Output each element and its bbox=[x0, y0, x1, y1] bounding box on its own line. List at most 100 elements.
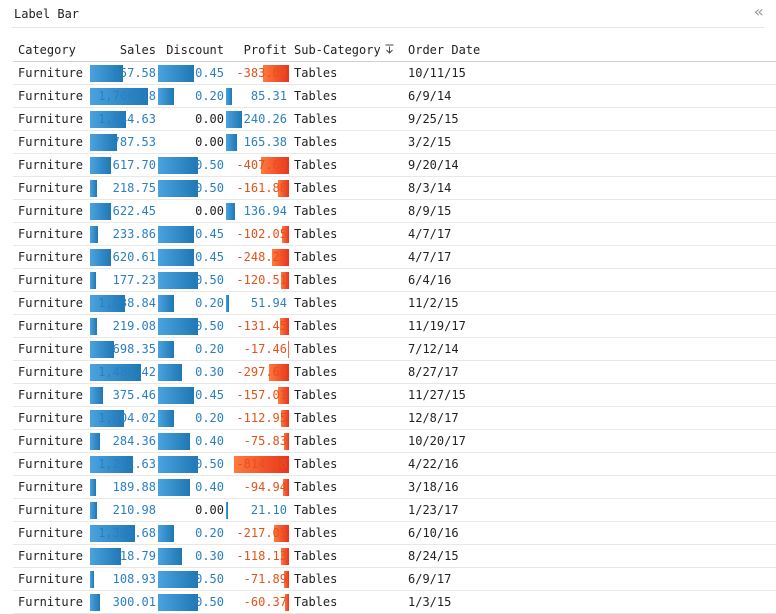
positive-value-bar bbox=[90, 502, 98, 519]
cell-value: -75.83 bbox=[243, 434, 287, 448]
profit-cell: -118.13 bbox=[226, 544, 289, 568]
discount-cell: 0.45 bbox=[158, 222, 226, 246]
sales-cell: 617.70 bbox=[90, 153, 158, 177]
positive-value-bar bbox=[158, 249, 194, 266]
cell-value: 1,044.63 bbox=[98, 112, 156, 126]
order-date-cell: 6/10/16 bbox=[403, 521, 776, 545]
sales-cell: 787.53 bbox=[90, 130, 158, 154]
order-date-cell: 1/23/17 bbox=[403, 498, 776, 522]
positive-value-bar bbox=[226, 502, 228, 519]
table-row[interactable]: Furniture 108.93 0.50 -71.89 Tables 6/9/17 bbox=[13, 567, 776, 591]
positive-value-bar bbox=[158, 525, 174, 542]
column-header-profit[interactable]: Profit bbox=[226, 39, 289, 62]
table-row[interactable]: Furniture 219.08 0.50 -131.45 Tables 11/19/17 bbox=[13, 314, 776, 338]
negative-value-bar bbox=[234, 456, 289, 473]
sort-descending-icon[interactable] bbox=[385, 44, 394, 57]
table-row[interactable]: Furniture 284.36 0.40 -75.83 Tables 10/20/17 bbox=[13, 429, 776, 453]
profit-cell: -407.68 bbox=[226, 153, 289, 177]
positive-value-bar bbox=[90, 387, 103, 404]
sales-cell: 1,004.02 bbox=[90, 406, 158, 430]
sub-category-cell: Tables bbox=[289, 360, 403, 384]
table-row[interactable]: Furniture 375.46 0.45 -157.01 Tables 11/27/15 bbox=[13, 383, 776, 407]
cell-value: -131.45 bbox=[236, 319, 287, 333]
order-date-cell: 8/24/15 bbox=[403, 544, 776, 568]
column-header-sales[interactable]: Sales bbox=[90, 39, 158, 62]
cell-value: 698.35 bbox=[112, 342, 156, 356]
table-row[interactable]: Furniture 177.23 0.50 -120.51 Tables 6/4/16 bbox=[13, 268, 776, 292]
data-table-container[interactable]: Category Sales Discount Profit Sub-Categ… bbox=[13, 39, 776, 614]
positive-value-bar bbox=[158, 341, 174, 358]
cell-value: -161.88 bbox=[236, 181, 287, 195]
positive-value-bar bbox=[90, 295, 126, 312]
positive-value-bar bbox=[90, 410, 125, 427]
positive-value-bar bbox=[158, 410, 174, 427]
table-row[interactable]: Furniture 698.35 0.20 -17.46 Tables 7/12/14 bbox=[13, 337, 776, 361]
table-row[interactable]: Furniture 617.70 0.50 -407.68 Tables 9/20/14 bbox=[13, 153, 776, 177]
cell-value: 136.94 bbox=[243, 204, 287, 218]
column-header-discount[interactable]: Discount bbox=[158, 39, 226, 62]
category-cell: Furniture bbox=[13, 153, 90, 177]
cell-value: 617.70 bbox=[112, 158, 156, 172]
negative-value-bar bbox=[282, 226, 289, 243]
sub-category-cell: Tables bbox=[289, 337, 403, 361]
cell-value: 918.79 bbox=[112, 549, 156, 563]
cell-value: 0.45 bbox=[195, 250, 224, 264]
sales-cell: 375.46 bbox=[90, 383, 158, 407]
column-header-category[interactable]: Category bbox=[13, 39, 90, 62]
table-row[interactable]: Furniture 1,004.02 0.20 -112.95 Tables 12/8/1… bbox=[13, 406, 776, 430]
table-row[interactable]: Furniture 1,706.18 0.20 85.31 Tables 6/9/14 bbox=[13, 84, 776, 108]
table-row[interactable]: Furniture 787.53 0.00 165.38 Tables 3/2/15 bbox=[13, 130, 776, 154]
category-cell: Furniture bbox=[13, 291, 90, 315]
category-cell: Furniture bbox=[13, 268, 90, 292]
collapse-panel-icon[interactable]: « bbox=[754, 2, 764, 21]
category-cell: Furniture bbox=[13, 406, 90, 430]
positive-value-bar bbox=[226, 203, 236, 220]
sub-category-cell: Tables bbox=[289, 222, 403, 246]
cell-value: 219.08 bbox=[112, 319, 156, 333]
table-row[interactable]: Furniture 300.01 0.50 -60.37 Tables 1/3/15 bbox=[13, 590, 776, 614]
positive-value-bar bbox=[158, 226, 194, 243]
sub-category-cell: Tables bbox=[289, 107, 403, 131]
cell-value: -407.68 bbox=[236, 158, 287, 172]
negative-value-bar bbox=[261, 157, 289, 174]
table-row[interactable]: Furniture 918.79 0.30 -118.13 Tables 8/24/15 bbox=[13, 544, 776, 568]
cell-value: 1,038.84 bbox=[98, 296, 156, 310]
cell-value: 620.61 bbox=[112, 250, 156, 264]
table-row[interactable]: Furniture 1,272.63 0.50 -814.48 Tables 4/22/1… bbox=[13, 452, 776, 476]
table-row[interactable]: Furniture 1,488.42 0.30 -297.68 Tables 8/27/1… bbox=[13, 360, 776, 384]
table-row[interactable]: Furniture 957.58 0.45 -383.03 Tables 10/11/15 bbox=[13, 61, 776, 85]
cell-value: -157.01 bbox=[236, 388, 287, 402]
table-row[interactable]: Furniture 233.86 0.45 -102.05 Tables 4/7/17 bbox=[13, 222, 776, 246]
sub-category-cell: Tables bbox=[289, 245, 403, 269]
positive-value-bar bbox=[90, 226, 98, 243]
negative-value-bar bbox=[278, 387, 289, 404]
table-row[interactable]: Furniture 1,335.68 0.20 -217.05 Tables 6/10/1… bbox=[13, 521, 776, 545]
category-cell: Furniture bbox=[13, 337, 90, 361]
table-row[interactable]: Furniture 189.88 0.40 -94.94 Tables 3/18/16 bbox=[13, 475, 776, 499]
cell-value: 0.40 bbox=[195, 434, 224, 448]
column-header-order-date[interactable]: Order Date bbox=[403, 39, 776, 62]
cell-value: 0.45 bbox=[195, 388, 224, 402]
table-row[interactable]: Furniture 620.61 0.45 -248.25 Tables 4/7/17 bbox=[13, 245, 776, 269]
positive-value-bar bbox=[158, 272, 198, 289]
table-row[interactable]: Furniture 218.75 0.50 -161.88 Tables 8/3/14 bbox=[13, 176, 776, 200]
table-row[interactable]: Furniture 1,044.63 0.00 240.26 Tables 9/25/15 bbox=[13, 107, 776, 131]
order-date-cell: 9/20/14 bbox=[403, 153, 776, 177]
table-row[interactable]: Furniture 622.45 0.00 136.94 Tables 8/9/15 bbox=[13, 199, 776, 223]
sub-category-cell: Tables bbox=[289, 383, 403, 407]
discount-cell: 0.50 bbox=[158, 268, 226, 292]
positive-value-bar bbox=[158, 65, 194, 82]
order-date-cell: 11/27/15 bbox=[403, 383, 776, 407]
order-date-cell: 3/2/15 bbox=[403, 130, 776, 154]
column-header-sub-category[interactable]: Sub-Category bbox=[289, 39, 403, 62]
table-row[interactable]: Furniture 1,038.84 0.20 51.94 Tables 11/2/15 bbox=[13, 291, 776, 315]
cell-value: 300.01 bbox=[112, 595, 156, 609]
category-cell: Furniture bbox=[13, 498, 90, 522]
sub-category-cell: Tables bbox=[289, 153, 403, 177]
category-cell: Furniture bbox=[13, 452, 90, 476]
positive-value-bar bbox=[226, 88, 232, 105]
cell-value: 0.20 bbox=[195, 296, 224, 310]
positive-value-bar bbox=[90, 479, 97, 496]
table-row[interactable]: Furniture 210.98 0.00 21.10 Tables 1/23/17 bbox=[13, 498, 776, 522]
positive-value-bar bbox=[90, 111, 126, 128]
